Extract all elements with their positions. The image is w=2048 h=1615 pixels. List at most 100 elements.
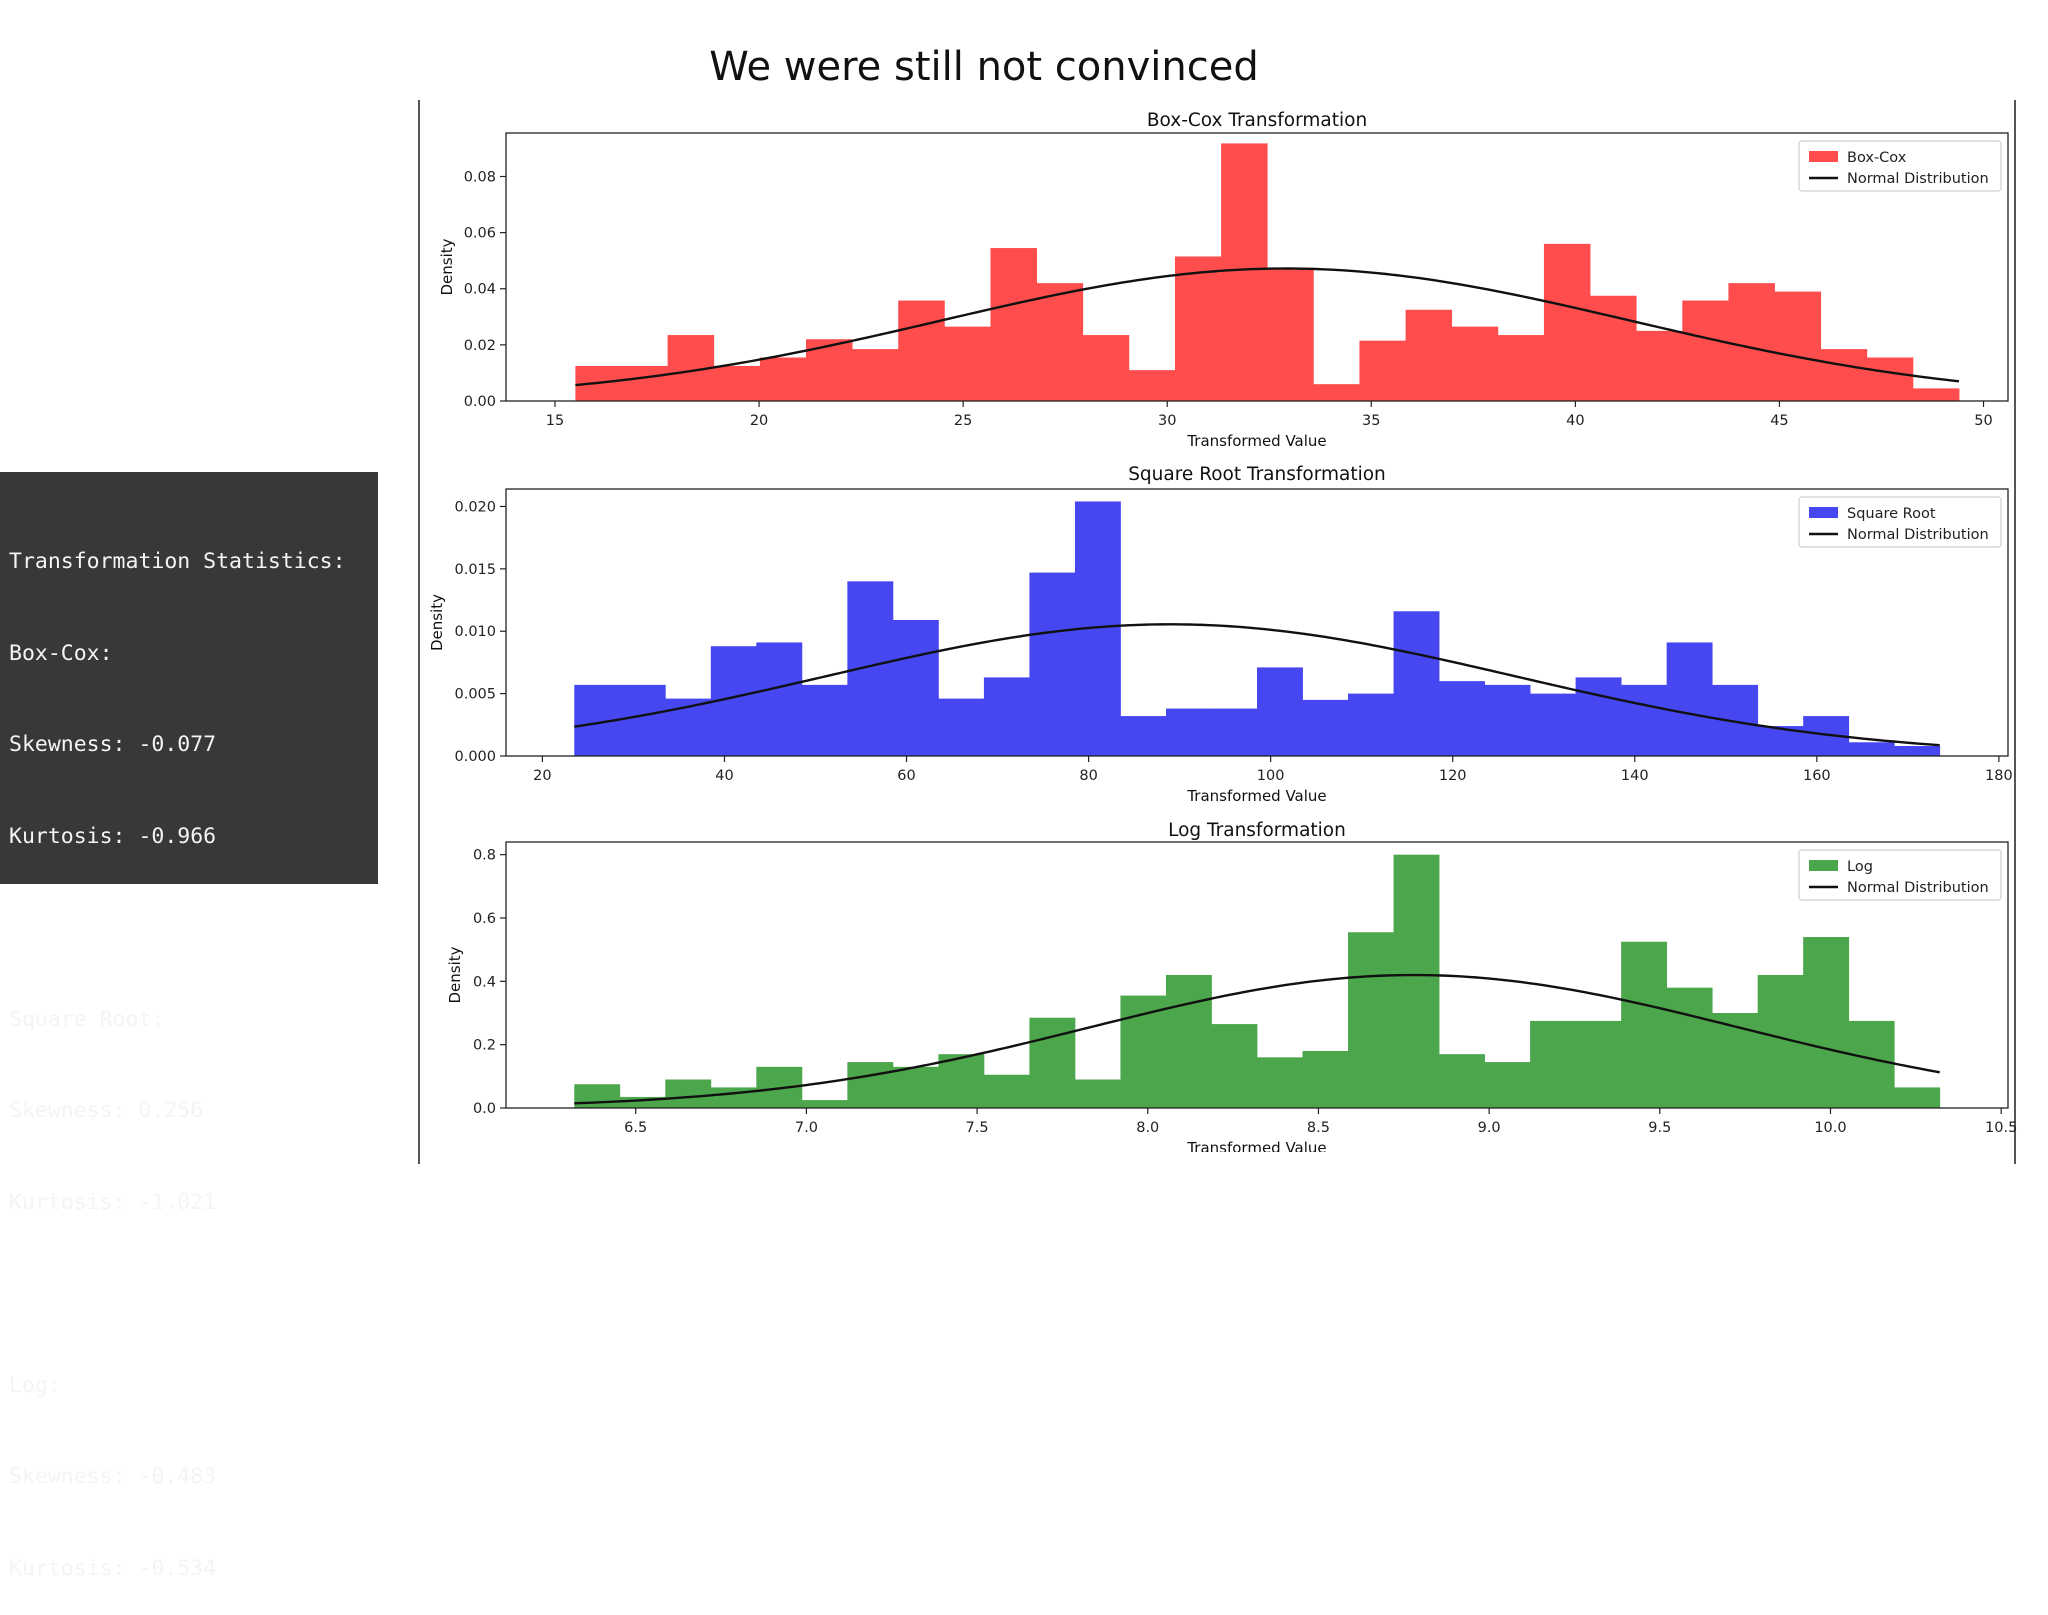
sqrt-bar-30 (1894, 746, 1941, 756)
sqrt-bar-13 (1120, 716, 1167, 756)
boxcox-bar-22 (1543, 243, 1591, 401)
sqrt-bar-3 (665, 698, 712, 756)
boxcox-xtick-label: 20 (750, 413, 768, 429)
log-bar-21 (1484, 1062, 1531, 1108)
log-bar-14 (1165, 975, 1212, 1108)
sqrt-ytick-label: 0.015 (454, 562, 496, 578)
stats-log-kurtosis: Kurtosis: -0.534 (9, 1555, 217, 1581)
boxcox-legend-label: Box-Cox (1847, 150, 1907, 166)
log-ytick-label: 0.6 (473, 911, 496, 927)
log-xtick-label: 7.0 (795, 1120, 818, 1136)
right-divider (2014, 100, 2016, 1164)
boxcox-bar-20 (1451, 326, 1499, 401)
log-ytick-label: 0.0 (473, 1101, 496, 1117)
boxcox-bar-8 (898, 300, 945, 401)
log-xtick-label: 6.5 (624, 1120, 647, 1136)
sqrt-bar-14 (1165, 708, 1212, 756)
sqrt-ytick-label: 0.020 (454, 499, 496, 515)
sqrt-bar-18 (1348, 693, 1394, 756)
sqrt-bar-22 (1530, 693, 1577, 756)
log-bar-6 (801, 1100, 848, 1108)
sqrt-bar-17 (1302, 699, 1349, 756)
log-normal-curve (574, 973, 1940, 1105)
boxcox-bar-2 (621, 365, 669, 401)
sqrt-bar-16 (1257, 667, 1303, 756)
boxcox-plot-frame (505, 132, 2009, 402)
boxcox-bar-27 (1774, 291, 1822, 401)
stats-sqrt-kurtosis: Kurtosis: -1.021 (9, 1189, 217, 1215)
sqrt-ytick-label: 0.000 (454, 749, 496, 765)
sqrt-bar-24 (1621, 684, 1668, 756)
log-bar-13 (1120, 995, 1167, 1108)
boxcox-normal-curve (575, 267, 1960, 387)
sqrt-legend-swatch (1809, 507, 1838, 518)
log-bar-9 (938, 1054, 985, 1108)
sqrt-xtick-label: 180 (1985, 768, 2013, 784)
sqrt-bar-11 (1029, 572, 1076, 756)
log-ytick-label: 0.2 (473, 1038, 496, 1054)
stats-log-label: Log: (9, 1372, 61, 1398)
stats-boxcox-kurtosis: Kurtosis: -0.966 (9, 823, 217, 849)
log-xtick-label: 9.5 (1648, 1120, 1671, 1136)
boxcox-bar-24 (1636, 330, 1683, 401)
log-bar-8 (892, 1066, 939, 1108)
boxcox-bar-4 (713, 365, 761, 401)
log-xtick-label: 8.5 (1307, 1120, 1330, 1136)
log-bar-23 (1575, 1020, 1622, 1108)
sqrt-xtick-label: 20 (533, 768, 551, 784)
boxcox-bar-18 (1359, 340, 1406, 401)
sqrt-bar-5 (756, 642, 803, 756)
log-bar-25 (1666, 987, 1713, 1108)
boxcox-xtick-label: 15 (546, 413, 564, 429)
sqrt-normal-curve (574, 623, 1940, 747)
stats-sqrt-label: Square Root: (9, 1006, 165, 1032)
boxcox-legend-swatch (1809, 151, 1838, 162)
sqrt-xtick-label: 60 (897, 768, 915, 784)
boxcox-bar-10 (990, 248, 1037, 401)
log-plot-frame (505, 841, 2009, 1109)
statistics-panel: Transformation Statistics: Box-Cox: Skew… (0, 472, 378, 1581)
boxcox-y-axis-label: Density (438, 238, 456, 295)
log-bar-7 (847, 1062, 894, 1108)
left-divider (418, 100, 420, 1164)
log-bar-24 (1621, 941, 1668, 1108)
sqrt-x-axis-label: Transformed Value (1186, 787, 1326, 805)
boxcox-ytick-label: 0.06 (464, 226, 496, 242)
boxcox-x-axis-label: Transformed Value (1186, 432, 1326, 450)
slide-title: We were still not convinced (709, 44, 1259, 90)
log-bar-12 (1074, 1079, 1121, 1108)
sqrt-bar-10 (983, 677, 1030, 756)
boxcox-bar-21 (1497, 335, 1545, 401)
sqrt-legend-label: Square Root (1847, 506, 1936, 522)
sqrt-bar-20 (1439, 681, 1485, 756)
sqrt-bar-2 (619, 684, 666, 756)
boxcox-bar-25 (1682, 300, 1729, 401)
log-y-axis-label: Density (446, 946, 464, 1003)
sqrt-xtick-label: 80 (1079, 768, 1097, 784)
log-bar-28 (1803, 937, 1850, 1108)
boxcox-bar-9 (944, 326, 991, 401)
boxcox-bar-28 (1820, 349, 1868, 401)
log-x-axis-label: Transformed Value (1186, 1139, 1326, 1152)
sqrt-ytick-label: 0.010 (454, 624, 496, 640)
sqrt-bar-15 (1211, 708, 1258, 756)
sqrt-chart-title: Square Root Transformation (1128, 464, 1386, 485)
log-bar-29 (1848, 1020, 1895, 1108)
sqrt-ytick-label: 0.005 (454, 687, 496, 703)
log-legend-normal-label: Normal Distribution (1847, 880, 1989, 896)
sqrt-y-axis-label: Density (428, 594, 446, 651)
log-chart-title: Log Transformation (1168, 820, 1346, 841)
log-legend-box (1798, 849, 2002, 901)
sqrt-bar-8 (892, 620, 939, 756)
log-bar-3 (665, 1079, 712, 1108)
log-bar-10 (983, 1074, 1030, 1108)
boxcox-xtick-label: 45 (1770, 413, 1788, 429)
boxcox-bar-7 (852, 349, 899, 401)
log-bar-30 (1894, 1087, 1941, 1108)
sqrt-xtick-label: 140 (1621, 768, 1649, 784)
boxcox-bar-17 (1313, 384, 1360, 401)
boxcox-chart-title: Box-Cox Transformation (1147, 110, 1367, 131)
log-xtick-label: 7.5 (966, 1120, 989, 1136)
boxcox-xtick-label: 25 (954, 413, 972, 429)
charts-figure: 15 20 25 30 35 40 45 50 0.00 0.02 0.04 0.06 0.08 Box-… (428, 110, 2017, 1152)
